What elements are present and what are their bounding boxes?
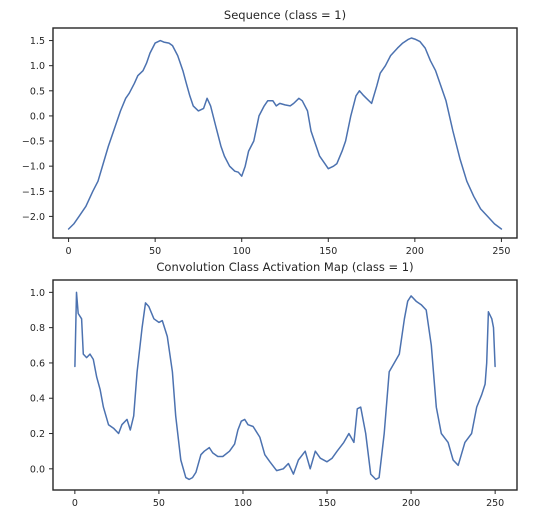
x-tick-label: 0 xyxy=(66,246,72,257)
x-tick-label: 200 xyxy=(406,246,424,257)
x-tick-label: 200 xyxy=(402,498,420,509)
y-tick-label: 1.5 xyxy=(30,36,45,47)
sequence-chart: Sequence (class = 1) 0 50 100 150 200 250 −2.… xyxy=(22,8,518,257)
chart-title: Sequence (class = 1) xyxy=(224,8,346,22)
x-tick-label: 250 xyxy=(492,246,510,257)
x-tick-label: 100 xyxy=(233,246,251,257)
plot-frame xyxy=(52,27,518,239)
x-tick-label: 250 xyxy=(486,498,504,509)
x-axis-ticks: 0 50 100 150 200 250 xyxy=(66,238,510,257)
chart-title: Convolution Class Activation Map (class … xyxy=(156,260,413,274)
plot-frame xyxy=(52,279,518,491)
x-tick-label: 0 xyxy=(72,498,78,509)
x-tick-label: 50 xyxy=(153,498,165,509)
y-tick-label: −1.5 xyxy=(22,187,45,198)
x-axis-ticks: 0 50 100 150 200 250 xyxy=(72,490,504,509)
y-tick-label: 1.0 xyxy=(30,288,45,299)
activation-map-chart: Convolution Class Activation Map (class … xyxy=(30,260,518,509)
x-tick-label: 150 xyxy=(318,498,336,509)
y-tick-label: 0.0 xyxy=(30,111,45,122)
activation-line xyxy=(74,291,496,481)
y-tick-label: 0.0 xyxy=(30,464,45,475)
x-tick-label: 100 xyxy=(234,498,252,509)
y-axis-ticks: 0.0 0.2 0.4 0.6 0.8 1.0 xyxy=(30,288,53,475)
x-tick-label: 50 xyxy=(149,246,161,257)
y-tick-label: 0.2 xyxy=(30,429,45,440)
y-tick-label: −1.0 xyxy=(22,162,45,173)
y-tick-label: 0.4 xyxy=(30,394,45,405)
y-tick-label: 0.8 xyxy=(30,323,45,334)
y-tick-label: 0.6 xyxy=(30,358,45,369)
y-tick-label: −2.0 xyxy=(22,212,45,223)
y-tick-label: −0.5 xyxy=(22,137,45,148)
sequence-line xyxy=(67,37,503,230)
y-axis-ticks: −2.0 −1.5 −1.0 −0.5 0.0 0.5 1.0 1.5 xyxy=(22,36,53,223)
y-tick-label: 1.0 xyxy=(30,61,45,72)
x-tick-label: 150 xyxy=(319,246,337,257)
y-tick-label: 0.5 xyxy=(30,86,45,97)
